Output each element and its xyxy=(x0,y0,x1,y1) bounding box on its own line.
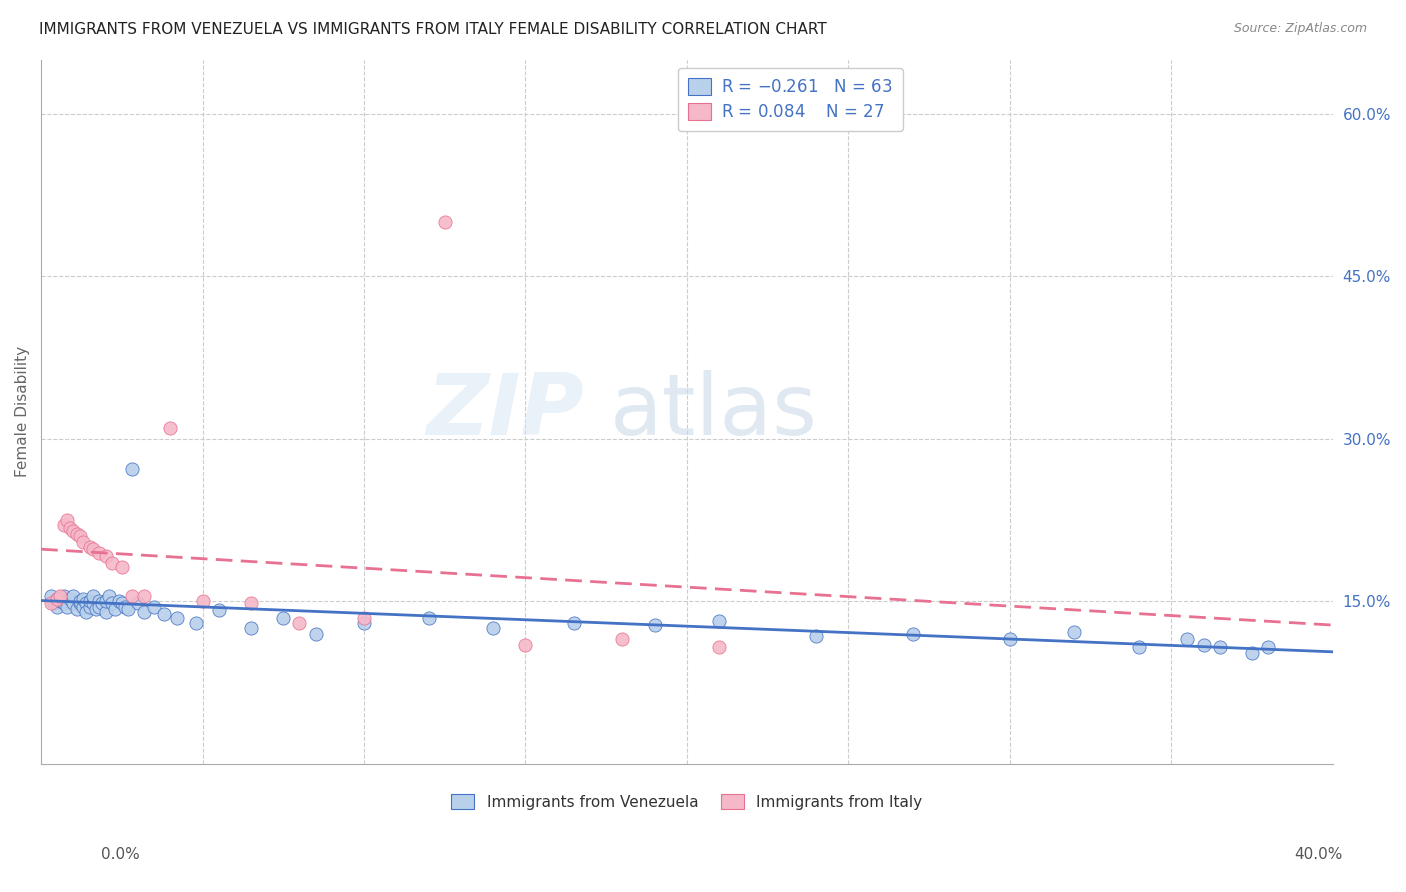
Legend: Immigrants from Venezuela, Immigrants from Italy: Immigrants from Venezuela, Immigrants fr… xyxy=(446,789,928,816)
Point xyxy=(72,592,94,607)
Point xyxy=(288,615,311,630)
Point xyxy=(153,607,176,622)
Point xyxy=(52,518,75,533)
Point xyxy=(998,632,1021,647)
Point xyxy=(62,597,84,611)
Y-axis label: Female Disability: Female Disability xyxy=(15,346,30,477)
Text: ZIP: ZIP xyxy=(426,370,583,453)
Point xyxy=(89,594,111,608)
Point xyxy=(82,597,104,611)
Point xyxy=(49,589,72,603)
Point xyxy=(94,549,117,563)
Point xyxy=(66,602,89,616)
Text: 0.0%: 0.0% xyxy=(101,847,141,862)
Text: Source: ZipAtlas.com: Source: ZipAtlas.com xyxy=(1233,22,1367,36)
Point xyxy=(59,521,82,535)
Point xyxy=(117,602,139,616)
Point xyxy=(418,610,440,624)
Point xyxy=(49,594,72,608)
Point xyxy=(75,597,97,611)
Point xyxy=(515,638,537,652)
Point xyxy=(709,640,731,654)
Point xyxy=(240,597,263,611)
Point xyxy=(46,592,69,607)
Point xyxy=(134,605,156,619)
Point xyxy=(121,589,143,603)
Point xyxy=(79,599,101,614)
Point xyxy=(127,597,149,611)
Point xyxy=(1192,638,1215,652)
Point xyxy=(191,594,214,608)
Point xyxy=(39,597,62,611)
Point xyxy=(240,621,263,635)
Point xyxy=(709,614,731,628)
Text: IMMIGRANTS FROM VENEZUELA VS IMMIGRANTS FROM ITALY FEMALE DISABILITY CORRELATION: IMMIGRANTS FROM VENEZUELA VS IMMIGRANTS … xyxy=(39,22,827,37)
Point xyxy=(208,603,231,617)
Point xyxy=(82,589,104,603)
Point xyxy=(101,557,124,571)
Point xyxy=(84,602,107,616)
Point xyxy=(612,632,634,647)
Point xyxy=(46,599,69,614)
Point xyxy=(271,610,294,624)
Point xyxy=(89,599,111,614)
Point xyxy=(562,615,585,630)
Text: 40.0%: 40.0% xyxy=(1295,847,1343,862)
Point xyxy=(1257,640,1279,654)
Point xyxy=(94,605,117,619)
Point xyxy=(166,610,188,624)
Point xyxy=(42,597,65,611)
Point xyxy=(69,594,91,608)
Point xyxy=(353,615,375,630)
Point xyxy=(134,589,156,603)
Point xyxy=(39,589,62,603)
Point xyxy=(59,592,82,607)
Point xyxy=(101,597,124,611)
Point xyxy=(56,594,79,608)
Point xyxy=(79,540,101,554)
Point xyxy=(62,524,84,538)
Point xyxy=(1177,632,1199,647)
Point xyxy=(121,462,143,476)
Point xyxy=(66,527,89,541)
Point xyxy=(1063,624,1085,639)
Point xyxy=(804,629,827,643)
Point xyxy=(89,545,111,559)
Point xyxy=(52,589,75,603)
Point xyxy=(1128,640,1150,654)
Point xyxy=(82,542,104,557)
Point xyxy=(52,597,75,611)
Point xyxy=(111,559,134,574)
Point xyxy=(143,599,166,614)
Point xyxy=(75,605,97,619)
Point xyxy=(56,513,79,527)
Point xyxy=(644,618,666,632)
Point xyxy=(91,597,114,611)
Point xyxy=(72,599,94,614)
Point xyxy=(111,597,134,611)
Point xyxy=(72,534,94,549)
Point xyxy=(114,599,136,614)
Point xyxy=(159,421,181,435)
Point xyxy=(482,621,505,635)
Point xyxy=(62,589,84,603)
Point xyxy=(353,610,375,624)
Point xyxy=(69,529,91,543)
Point xyxy=(97,589,120,603)
Point xyxy=(69,597,91,611)
Point xyxy=(901,627,924,641)
Point xyxy=(1209,640,1232,654)
Point xyxy=(1241,646,1264,660)
Point xyxy=(94,594,117,608)
Point xyxy=(433,215,456,229)
Point xyxy=(104,602,127,616)
Point xyxy=(304,627,326,641)
Point xyxy=(56,599,79,614)
Point xyxy=(107,594,129,608)
Point xyxy=(46,592,69,607)
Text: atlas: atlas xyxy=(609,370,817,453)
Point xyxy=(184,615,207,630)
Point xyxy=(79,594,101,608)
